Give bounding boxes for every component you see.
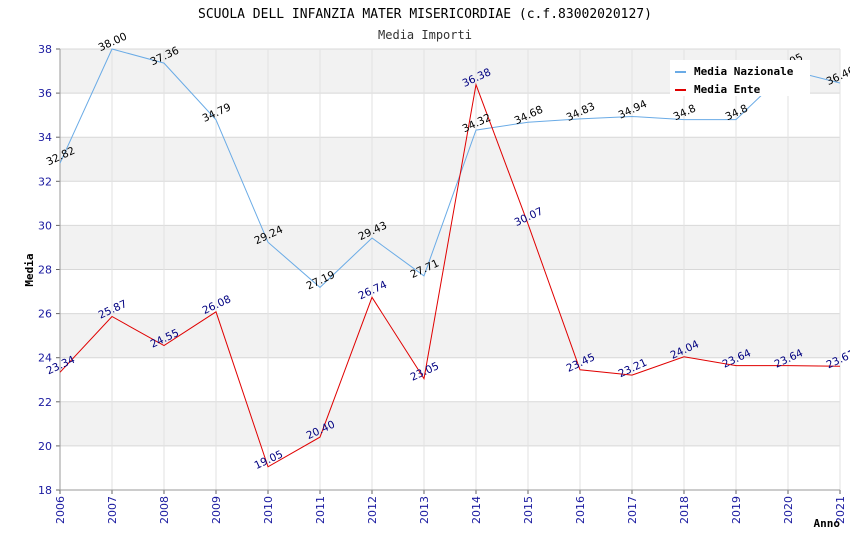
data-label: 19.05 — [253, 448, 285, 472]
legend-box — [670, 60, 810, 96]
x-tick-label: 2012 — [366, 496, 379, 524]
chart-title: SCUOLA DELL INFANZIA MATER MISERICORDIAE… — [198, 7, 652, 22]
axes — [56, 48, 841, 494]
x-tick-label: 2021 — [834, 496, 847, 524]
y-axis-title: Media — [23, 253, 36, 286]
data-label: 23.05 — [409, 360, 441, 384]
y-tick-label: 18 — [38, 484, 52, 497]
data-label: 34.94 — [617, 98, 650, 122]
y-tick-label: 22 — [38, 396, 52, 409]
data-label: 34.83 — [565, 100, 597, 124]
legend-label-media-nazionale: Media Nazionale — [694, 65, 794, 78]
y-tick-label: 20 — [38, 440, 52, 453]
data-label: 34.68 — [513, 104, 545, 128]
x-tick-label: 2011 — [314, 496, 327, 524]
grid-band — [60, 137, 840, 182]
x-axis-title: Anno — [814, 517, 841, 530]
x-tick-label: 2017 — [626, 496, 639, 524]
x-tick-label: 2010 — [262, 496, 275, 524]
x-tick-label: 2014 — [470, 496, 483, 524]
series-line-media-ente — [59, 82, 841, 468]
legend-label-media-ente: Media Ente — [694, 83, 761, 96]
x-tick-label: 2019 — [730, 496, 743, 524]
grid-band — [60, 401, 840, 446]
series-lines — [59, 48, 841, 468]
y-tick-label: 34 — [38, 131, 52, 144]
x-tick-label: 2015 — [522, 496, 535, 524]
data-label: 34.8 — [672, 102, 698, 123]
y-tick-label: 28 — [38, 264, 52, 277]
x-tick-label: 2013 — [418, 496, 431, 524]
x-tick-label: 2020 — [782, 496, 795, 524]
y-tick-label: 32 — [38, 175, 52, 188]
chart-subtitle: Media Importi — [378, 28, 472, 42]
grid-lines — [59, 48, 841, 491]
grid-band — [60, 313, 840, 358]
x-tick-label: 2006 — [54, 496, 67, 524]
y-tick-label: 24 — [38, 352, 52, 365]
x-tick-label: 2009 — [210, 496, 223, 524]
y-tick-label: 36 — [38, 87, 52, 100]
legend: Media Nazionale Media Ente — [670, 60, 810, 96]
tick-labels: 18 20 22 24 26 28 30 32 34 36 38 2006 2007 2008 2009 20… — [38, 43, 847, 524]
data-label: 34.8 — [724, 102, 750, 123]
series-line-media-nazionale — [59, 48, 841, 289]
y-tick-label: 38 — [38, 43, 52, 56]
x-tick-label: 2018 — [678, 496, 691, 524]
x-tick-label: 2008 — [158, 496, 171, 524]
data-label: 34.32 — [461, 112, 493, 136]
grid-bands — [60, 49, 840, 446]
y-tick-label: 30 — [38, 219, 52, 232]
x-tick-label: 2016 — [574, 496, 587, 524]
data-label: 27.19 — [305, 269, 337, 293]
x-tick-label: 2007 — [106, 496, 119, 524]
y-tick-label: 26 — [38, 308, 52, 321]
data-label: 23.21 — [617, 357, 649, 381]
